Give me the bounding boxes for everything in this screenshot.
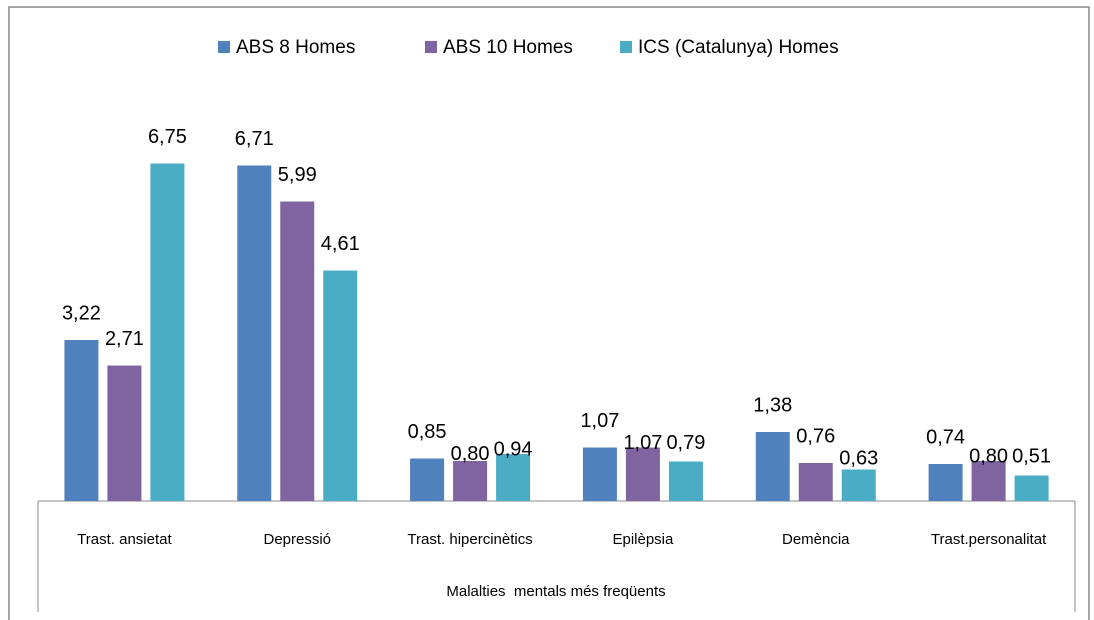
data-label: 0,80 — [969, 445, 1008, 467]
data-label: 5,99 — [278, 164, 317, 186]
data-label: 0,74 — [926, 426, 965, 448]
data-label: 6,75 — [148, 126, 187, 148]
x-tick-label: Epilèpsia — [612, 531, 674, 548]
data-label: 1,07 — [623, 432, 662, 454]
data-label: 0,85 — [408, 421, 447, 443]
bar — [64, 340, 99, 501]
bar — [841, 469, 876, 501]
bar — [453, 461, 488, 501]
legend-swatch — [620, 41, 632, 53]
bar — [496, 454, 531, 501]
bar — [668, 461, 703, 501]
data-label: 1,38 — [753, 394, 792, 416]
bar — [107, 365, 142, 501]
bar — [323, 270, 358, 501]
x-tick-label: Depressió — [263, 531, 331, 548]
x-tick-label: Trast. hipercinètics — [407, 531, 532, 548]
bar — [237, 165, 272, 501]
bar — [798, 463, 833, 501]
legend-swatch — [218, 41, 230, 53]
data-label: 1,07 — [580, 410, 619, 432]
x-tick-label: Demència — [782, 531, 850, 548]
legend-swatch — [425, 41, 437, 53]
bar — [150, 163, 185, 501]
bar — [755, 432, 790, 501]
data-label: 0,94 — [494, 438, 533, 460]
data-label: 0,63 — [839, 447, 878, 469]
legend-label: ABS 8 Homes — [236, 37, 355, 58]
data-label: 0,76 — [796, 425, 835, 447]
bar — [971, 461, 1006, 501]
legend-label: ICS (Catalunya) Homes — [638, 37, 839, 58]
legend-label: ABS 10 Homes — [443, 37, 573, 58]
bar — [582, 447, 617, 501]
x-tick-label: Trast.personalitat — [931, 531, 1047, 548]
bar — [625, 447, 660, 501]
data-label: 0,51 — [1012, 445, 1051, 467]
chart-frame — [8, 6, 1090, 620]
data-label: 4,61 — [321, 233, 360, 255]
bar — [928, 464, 963, 501]
x-tick-label: Trast. ansietat — [77, 531, 172, 548]
bar — [280, 201, 315, 501]
bar — [410, 458, 445, 501]
data-label: 2,71 — [105, 328, 144, 350]
x-axis-title: Malalties mentals més freqüents — [446, 583, 665, 600]
data-label: 3,22 — [62, 302, 101, 324]
data-label: 6,71 — [235, 128, 274, 150]
bar — [1014, 475, 1049, 501]
data-label: 0,80 — [451, 443, 490, 465]
data-label: 0,79 — [666, 432, 705, 454]
